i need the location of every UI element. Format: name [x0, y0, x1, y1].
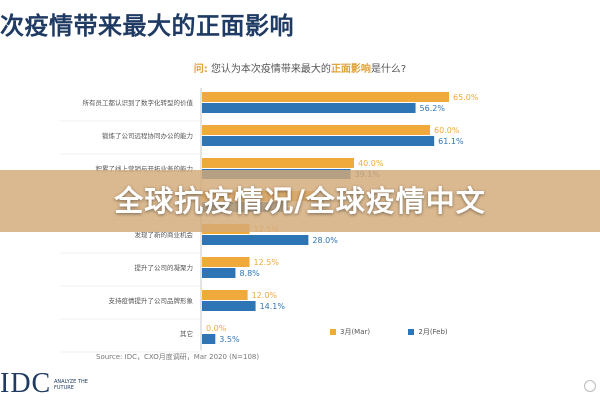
question-mark: 问: — [193, 64, 208, 75]
bar-mar — [202, 158, 354, 168]
data-label-feb: 56.2% — [420, 104, 446, 113]
data-label-mar: 40.0% — [358, 159, 384, 168]
bar-mar — [202, 257, 250, 267]
question-text-post: 是什么? — [370, 64, 407, 75]
bar-feb — [202, 235, 309, 245]
bar-feb — [202, 103, 416, 113]
category-label: 锻炼了公司远程协同办公的能力 — [102, 131, 193, 140]
overlay-banner-text: 全球抗疫情况/全球疫情中文 — [114, 184, 486, 218]
brand-logo: IDC — [0, 368, 52, 399]
question-text-pre: 您认为本次疫情带来最大的 — [210, 64, 331, 75]
overlay-banner — [0, 170, 600, 232]
category-label: 其它 — [180, 329, 193, 338]
survey-question: 问: 您认为本次疫情带来最大的正面影响是什么? — [60, 60, 540, 75]
data-label-mar: 60.0% — [434, 126, 460, 135]
data-label-feb: 28.0% — [312, 236, 338, 245]
category-label: 支持疫情提升了公司品牌形象 — [109, 296, 194, 305]
bar-mar — [202, 290, 248, 300]
data-label-feb: 3.5% — [219, 335, 240, 344]
data-label-feb: 61.1% — [438, 137, 464, 146]
legend-label-feb: 2月(Feb) — [418, 328, 448, 336]
bar-feb — [202, 136, 435, 146]
question-text-highlight: 正面影响 — [330, 64, 371, 75]
category-label: 所有员工都认识到了数字化转型的价值 — [83, 98, 194, 107]
bar-mar — [202, 92, 449, 102]
category-label: 积累了线上营销与开拓业务的能力 — [96, 164, 194, 173]
legend-item-feb: 2月(Feb) — [408, 327, 448, 337]
data-label-mar: 12.0% — [252, 291, 278, 300]
category-label: 发现了新的商业机会 — [135, 230, 194, 239]
bar-feb — [202, 268, 236, 278]
category-label: 提升了公司的凝聚力 — [135, 263, 194, 272]
data-label-feb: 14.1% — [260, 302, 286, 311]
data-label-feb: 8.8% — [239, 269, 260, 278]
brand-tagline: ANALYZE THE FUTURE — [54, 379, 88, 391]
bar-feb — [202, 334, 216, 344]
source-note: Source: IDC，CXO月度调研，Mar 2020 (N=108) — [96, 353, 260, 361]
data-label-mar: 65.0% — [453, 93, 479, 102]
chart-legend: 3月(Mar) 2月(Feb) — [330, 327, 484, 337]
bar-feb — [202, 301, 256, 311]
data-label-mar: 0.0% — [206, 324, 227, 333]
legend-swatch-mar — [330, 329, 336, 335]
slide-title: 次疫情带来最大的正面影响 — [0, 12, 294, 40]
legend-swatch-feb — [408, 329, 415, 335]
legend-item-mar: 3月(Mar) — [330, 327, 370, 337]
legend-label-mar: 3月(Mar) — [340, 328, 371, 336]
bar-mar — [202, 125, 430, 135]
copyright-icon — [584, 380, 596, 392]
data-label-mar: 12.5% — [254, 258, 280, 267]
